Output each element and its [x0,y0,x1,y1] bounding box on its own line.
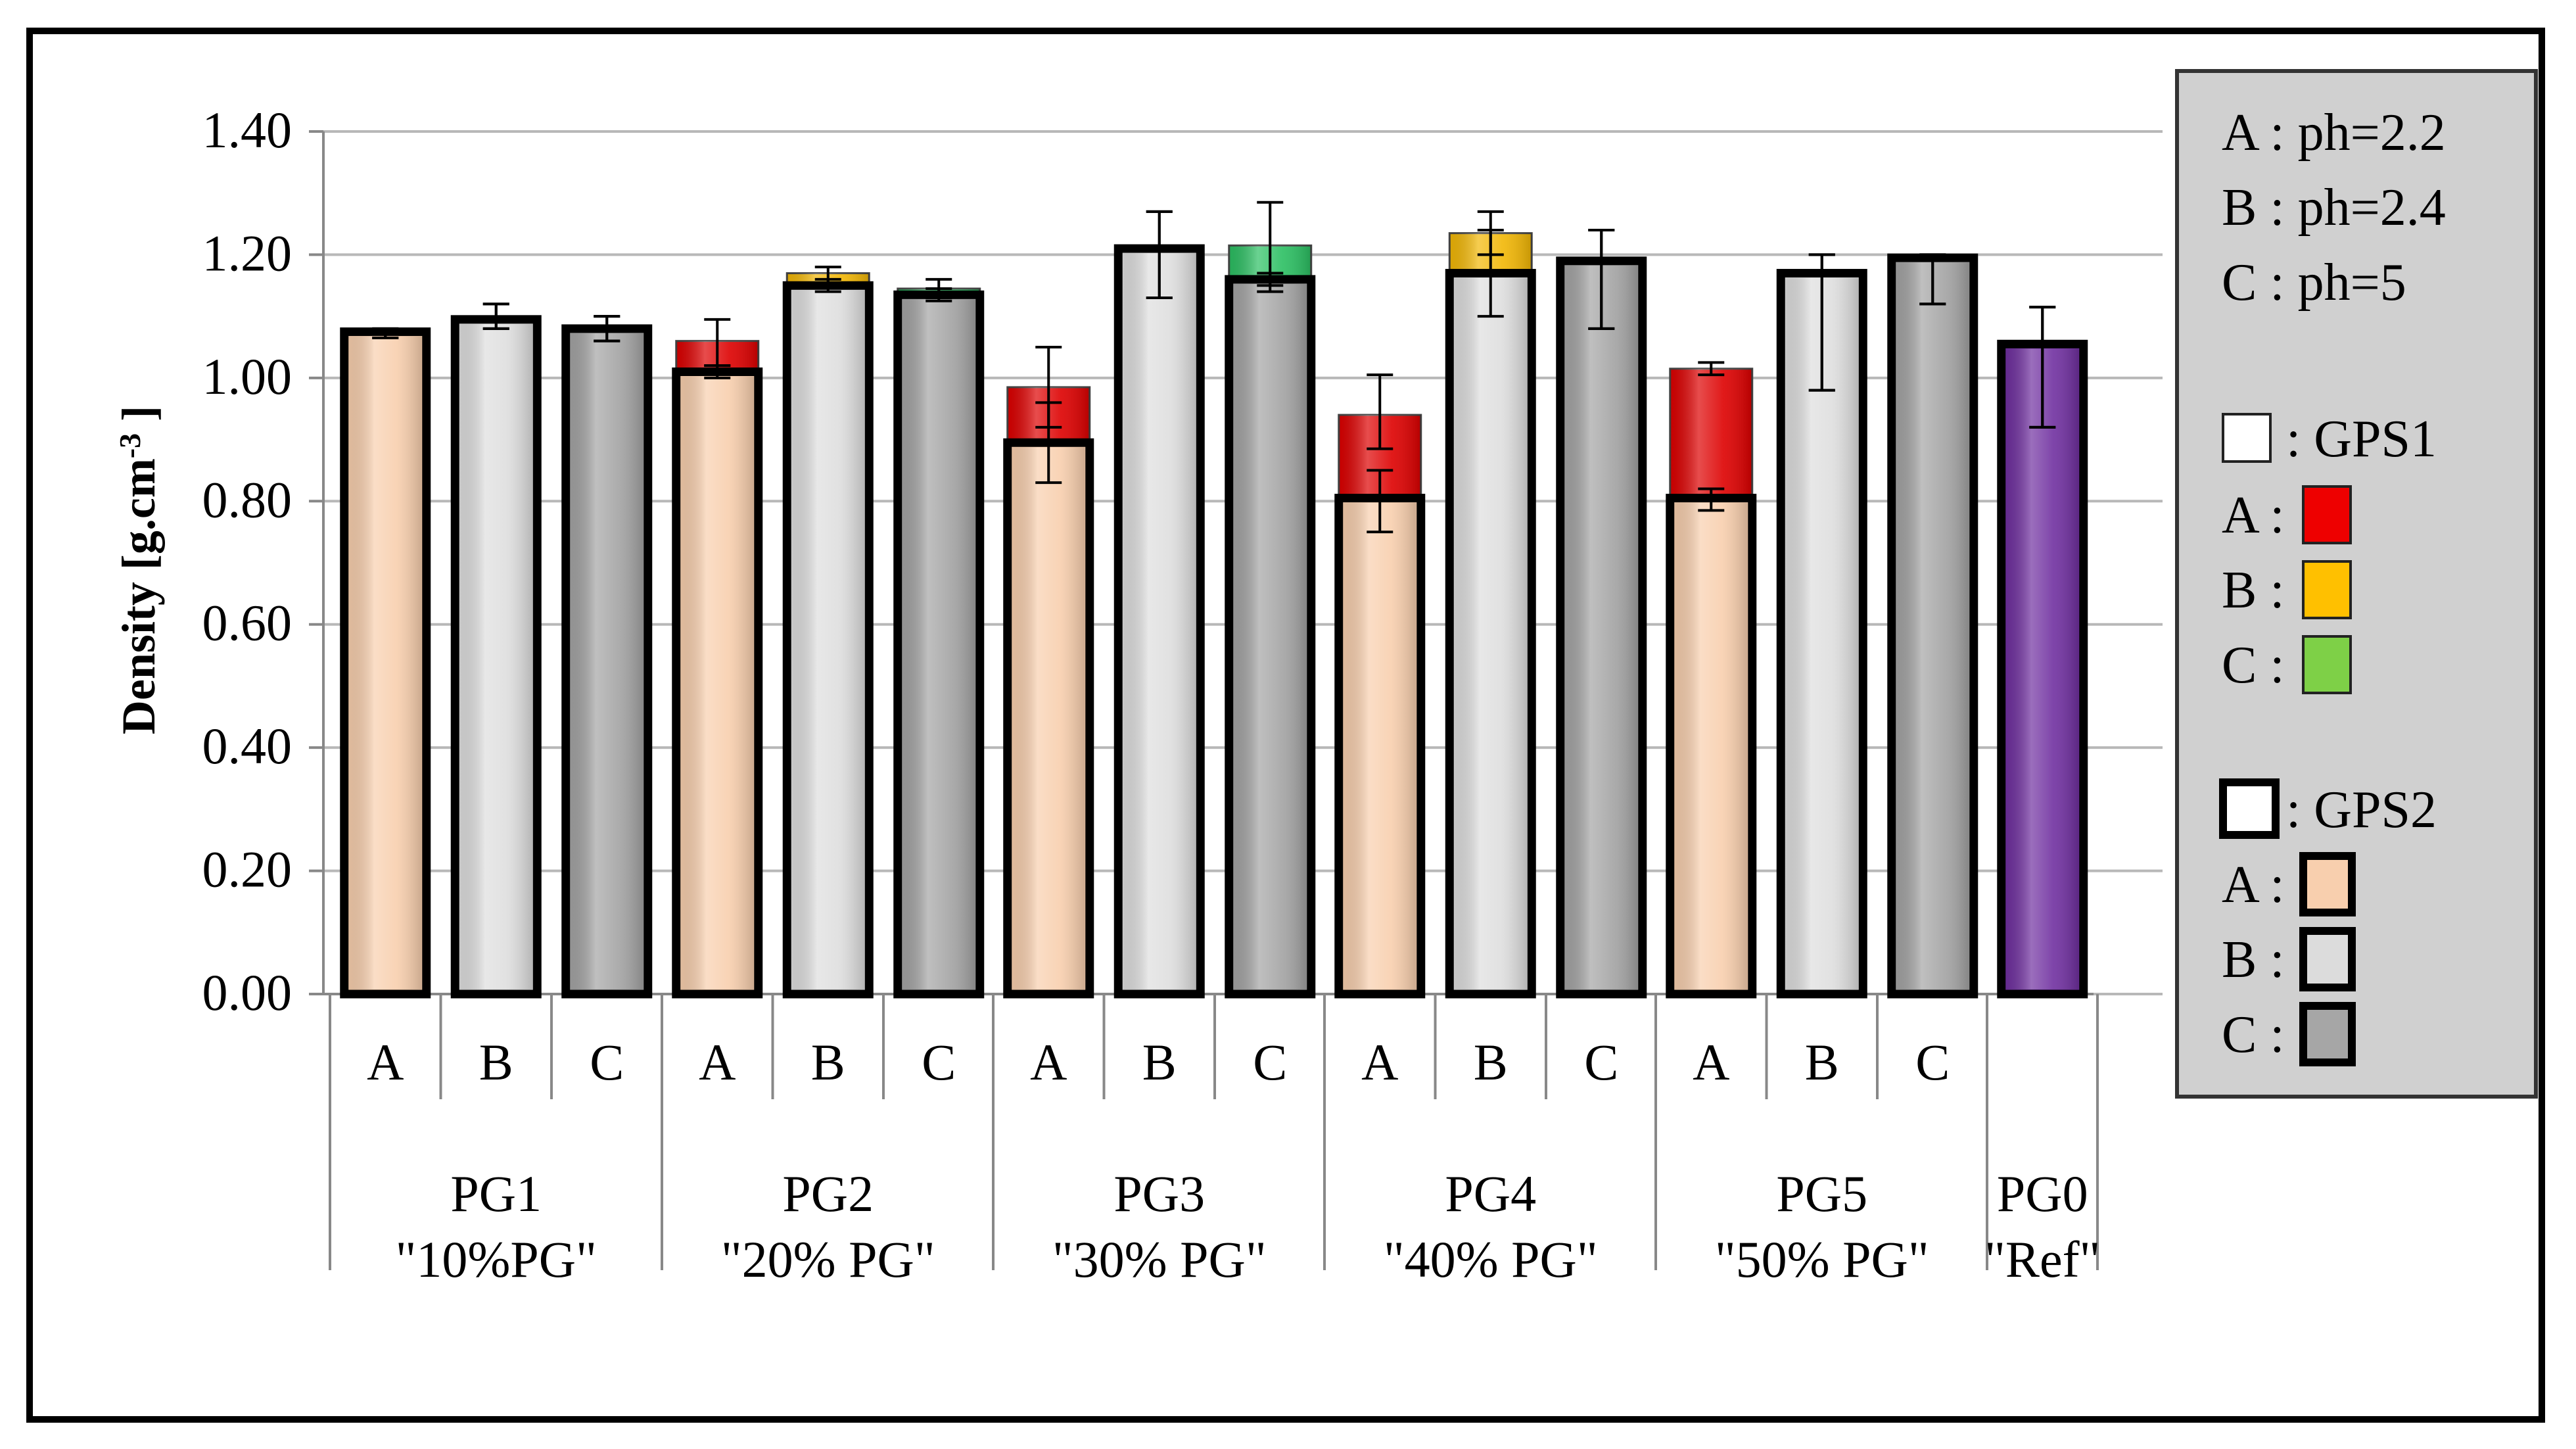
group-label-desc: "40% PG" [1384,1231,1598,1288]
gps2-bar-shade [348,336,422,990]
category-label: B [479,1033,513,1091]
legend-ph-c: C : ph=5 [2222,254,2406,312]
legend-gps1-a-label: A : [2222,487,2285,544]
group-label-name: PG2 [782,1165,874,1222]
gps2-bar-shade [1896,262,1969,990]
gps2-bar-shade [1233,283,1307,989]
category-label: A [1361,1033,1398,1091]
legend-gps1-swatch [2222,413,2272,463]
gps2-bar-shade [1343,502,1417,989]
legend-gps2-c-label: C : [2222,1006,2285,1064]
gps2-bar-shade [902,299,975,989]
legend-gps2-c-swatch [2299,1002,2356,1066]
figure-frame: 0.00 0.20 0.40 0.60 0.80 1.00 1.20 1.40 Density… [26,28,2545,1423]
legend-gps1-title: : GPS1 [2286,410,2437,468]
y-tick-label: 1.40 [202,101,293,158]
legend-box [2175,69,2538,1099]
legend-gps1-b-label: B : [2222,561,2285,619]
group-label-desc: "30% PG" [1052,1231,1267,1288]
gps2-bar-shade [1123,253,1196,989]
category-label: A [367,1033,404,1091]
gps2-bar-shade [570,333,644,989]
category-label: A [1693,1033,1729,1091]
category-label: A [699,1033,736,1091]
category-label: B [811,1033,845,1091]
y-tick-label: 1.20 [202,224,293,281]
category-label: C [1584,1033,1618,1091]
y-tick-label: 0.80 [202,471,293,528]
group-label-name: PG3 [1113,1165,1205,1222]
legend-gps1-c-swatch [2302,635,2352,694]
group-label-desc: "Ref" [1984,1231,2100,1288]
gps2-bar-shade [1564,265,1638,989]
y-tick-label: 0.00 [202,964,293,1021]
group-label-desc: "10%PG" [396,1231,597,1288]
group-label-name: PG0 [1997,1165,2088,1222]
legend-gps1-c-label: C : [2222,636,2285,694]
gps2-bar-shade [680,376,754,989]
gps2-bar-shade [791,290,865,990]
y-axis-label: Density [g.cm-3 ] [112,406,165,734]
category-label: C [922,1033,956,1091]
gps2-bar-shade [459,323,533,989]
group-label-desc: "20% PG" [721,1231,935,1288]
legend-gps2-a-swatch [2299,852,2356,916]
category-label: B [1142,1033,1177,1091]
legend-ph-b: B : ph=2.4 [2222,179,2446,237]
gps2-bar-shade [1454,277,1528,989]
y-axis-ticks: 0.00 0.20 0.40 0.60 0.80 1.00 1.20 1.40 [202,101,2094,1021]
category-label: C [590,1033,624,1091]
x-axis-table: A B C PG1 "10%PG" A B C PG2 "20% PG" A B C PG3 "30% PG… [329,994,2100,1288]
y-tick-label: 0.40 [202,717,293,774]
legend-gps2-b-label: B : [2222,931,2285,989]
legend-gps2-b-swatch [2299,927,2356,991]
legend-gps2-a-label: A : [2222,856,2285,914]
gps2-bar-shade [1674,502,1748,989]
y-tick-label: 0.60 [202,594,293,652]
group-label-name: PG5 [1776,1165,1867,1222]
category-label: B [1805,1033,1839,1091]
category-label: C [1253,1033,1287,1091]
group-label-name: PG4 [1445,1165,1536,1222]
legend-ph-a: A : ph=2.2 [2222,104,2446,162]
legend: A : ph=2.2 B : ph=2.4 C : ph=5 : GPS1 A … [2175,69,2538,1099]
y-tick-label: 1.00 [202,348,293,405]
group-label-name: PG1 [450,1165,542,1222]
group-label-desc: "50% PG" [1715,1231,1929,1288]
legend-gps1-b-swatch [2302,560,2352,619]
category-label: A [1030,1033,1067,1091]
gps2-bar-shade [1012,447,1085,989]
gps2-bar-shade [1785,277,1859,989]
category-label: B [1474,1033,1508,1091]
gps2-bar-shade [2005,348,2079,989]
y-tick-label: 0.20 [202,841,293,898]
legend-gps2-swatch [2219,778,2280,839]
density-bar-chart: 0.00 0.20 0.40 0.60 0.80 1.00 1.20 1.40 Density… [112,69,2538,1288]
legend-gps2-title: : GPS2 [2286,781,2437,839]
category-label: C [1915,1033,1950,1091]
legend-gps1-a-swatch [2302,485,2352,544]
bars [340,201,2088,999]
